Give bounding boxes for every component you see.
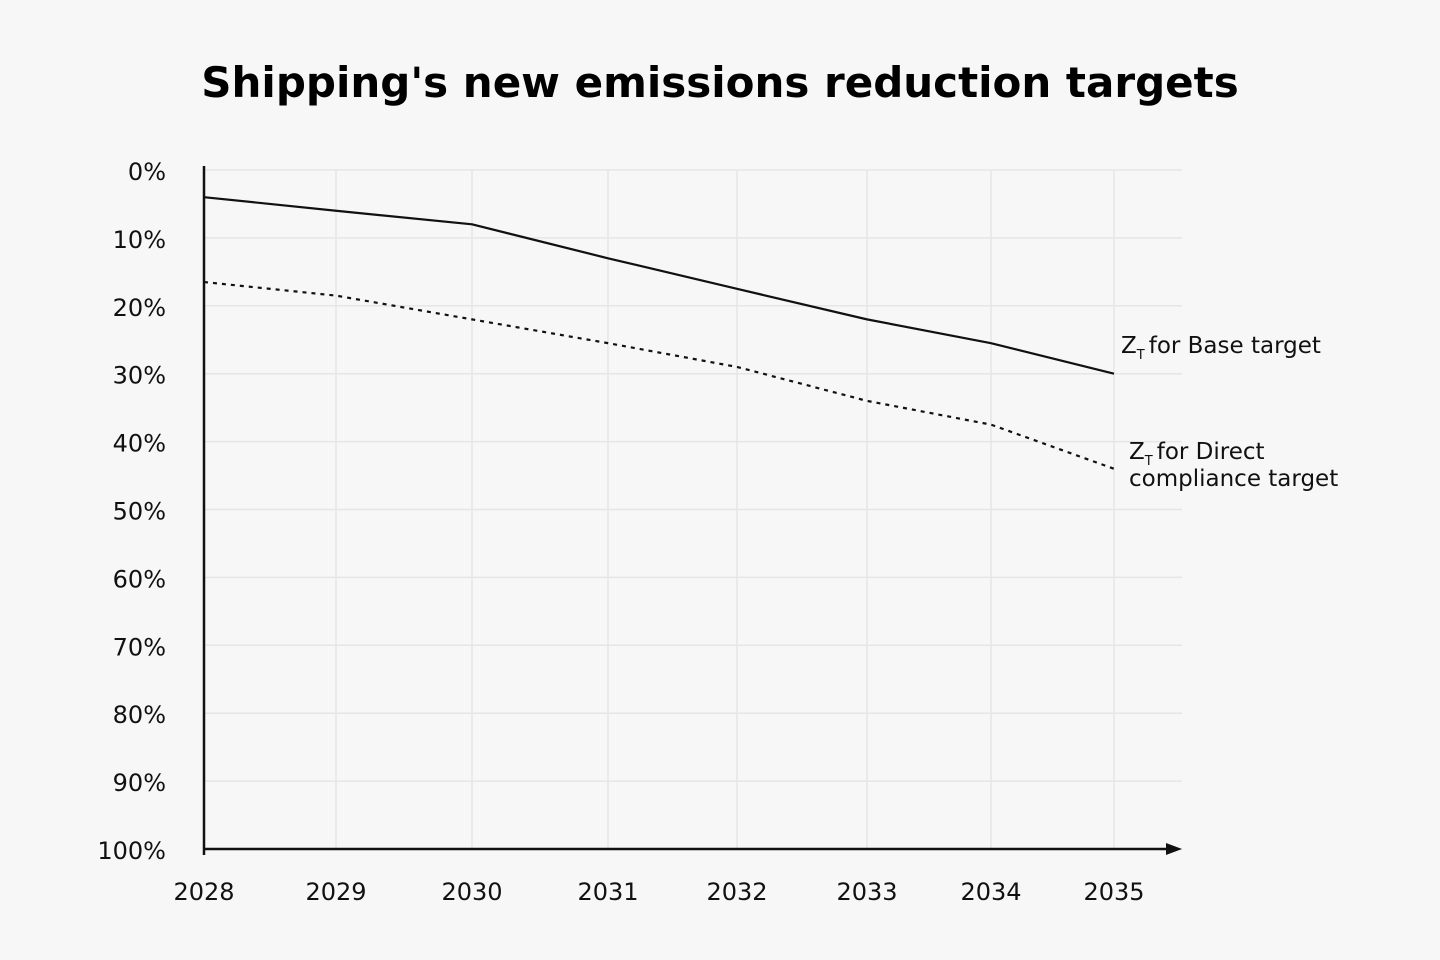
y-tick-label: 20% [113,294,166,322]
y-tick-label: 0% [128,158,166,186]
x-tick-labels: 2028 2029 2030 2031 2032 2033 2034 2035 [173,878,1144,906]
x-tick-label: 2033 [836,878,897,906]
x-tick-label: 2031 [577,878,638,906]
x-tick-label: 2030 [441,878,502,906]
y-tick-labels: 0% 10% 20% 30% 40% 50% 60% 70% 80% 90% 100% [97,158,166,865]
x-tick-label: 2035 [1083,878,1144,906]
y-tick-label: 60% [113,565,166,593]
y-tick-label: 80% [113,701,166,729]
y-tick-label: 90% [113,769,166,797]
x-tick-label: 2028 [173,878,234,906]
y-tick-label: 40% [113,430,166,458]
x-axis-arrow [1166,843,1182,855]
x-tick-label: 2034 [960,878,1021,906]
axes [202,166,1182,855]
chart-title: Shipping's new emissions reduction targe… [201,58,1238,107]
x-tick-label: 2032 [706,878,767,906]
y-tick-label: 50% [113,498,166,526]
grid [204,169,1182,850]
y-tick-label: 10% [113,226,166,254]
series-labels: ZT for Base target ZT for Direct compliance … [1121,333,1338,492]
series-line-direct [203,280,1115,470]
series-line-base [203,196,1115,375]
series-group [203,196,1115,470]
y-tick-label: 70% [113,633,166,661]
label-base-target: ZT for Base target [1121,333,1321,363]
x-tick-label: 2029 [305,878,366,906]
label-direct-target: ZT for Direct compliance target [1129,439,1338,492]
y-tick-label: 100% [97,837,166,865]
y-tick-label: 30% [113,362,166,390]
